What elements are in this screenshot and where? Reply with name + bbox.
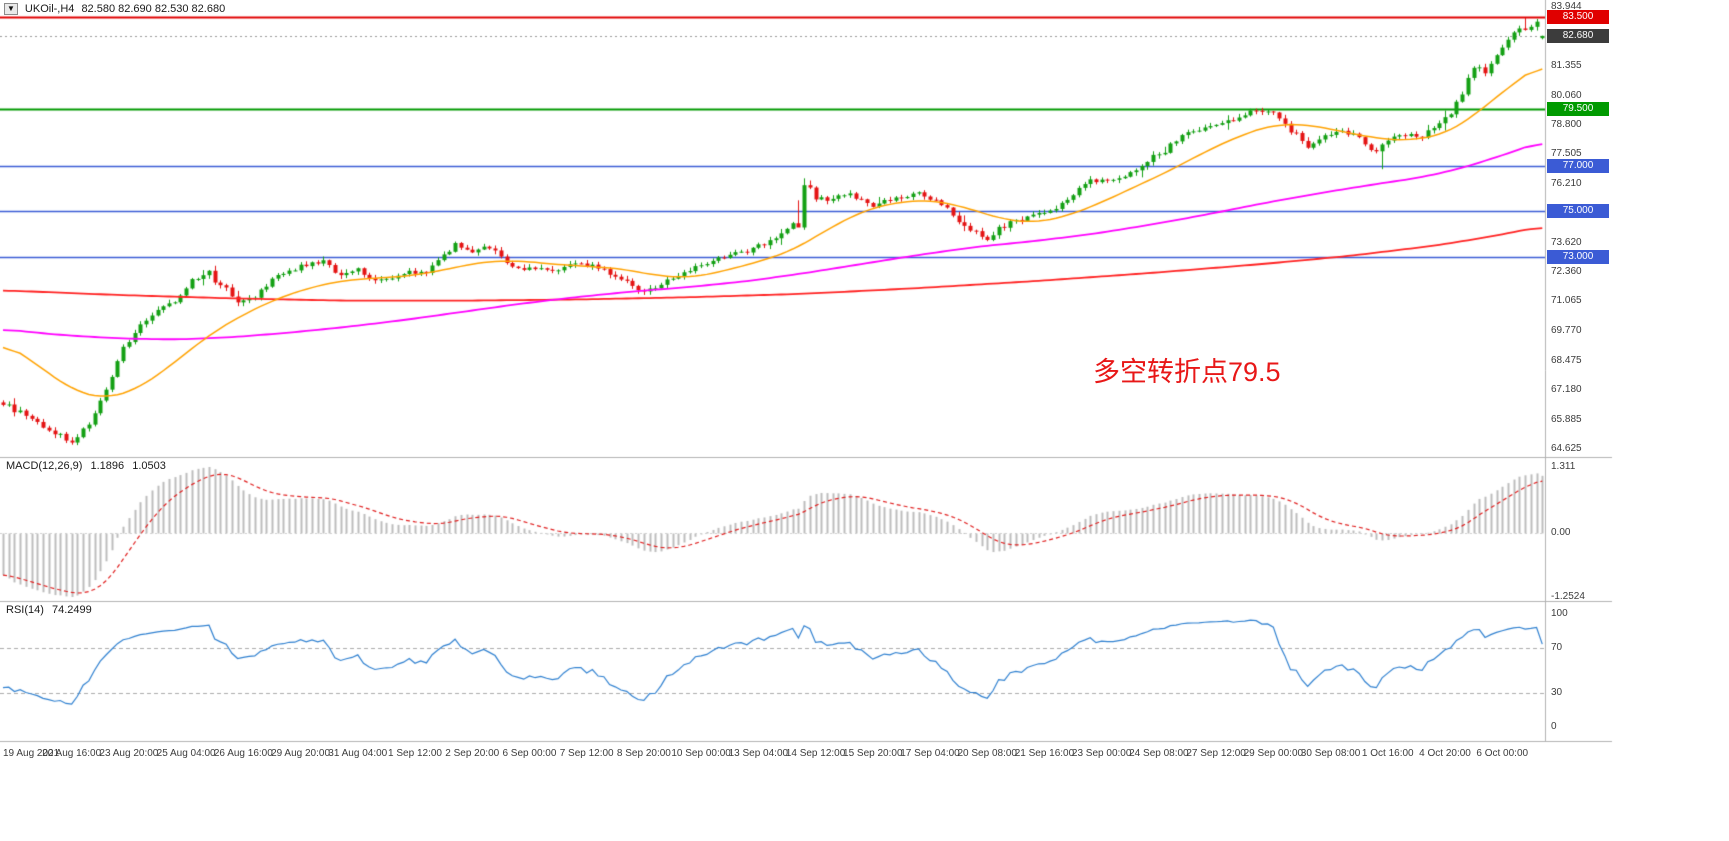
time-axis-label: 27 Sep 12:00 [1186, 748, 1246, 759]
price-line-badge[interactable]: 83.500 [1547, 10, 1609, 25]
time-axis-label: 23 Aug 20:00 [99, 748, 159, 759]
rsi-axis-label: 0 [1551, 721, 1557, 732]
macd-value-signal: 1.0503 [132, 460, 166, 472]
time-axis-label: 21 Sep 16:00 [1014, 748, 1075, 759]
price-line-badge[interactable]: 75.000 [1547, 204, 1609, 219]
time-axis-label: 29 Sep 00:00 [1243, 748, 1304, 759]
time-axis-label: 20 Sep 08:00 [957, 748, 1017, 759]
macd-header: MACD(12,26,9) 1.1896 1.0503 [6, 460, 171, 472]
price-line-badge[interactable]: 79.500 [1547, 101, 1609, 116]
rsi-axis-label: 30 [1551, 687, 1563, 699]
current-price-badge: 82.680 [1547, 28, 1609, 43]
chart-menu-icon[interactable]: ▼ [4, 2, 18, 15]
time-axis-label: 31 Aug 04:00 [328, 748, 388, 759]
time-axis-label: 29 Aug 20:00 [271, 748, 331, 759]
price-axis-label: 65.885 [1551, 413, 1582, 425]
price-chart-canvas[interactable] [0, 0, 1729, 775]
time-axis-label: 10 Sep 00:00 [671, 748, 731, 759]
chart-header: ▼ UKOil-,H4 82.580 82.690 82.530 82.680 [4, 2, 225, 15]
time-axis-label: 6 Sep 00:00 [502, 748, 557, 759]
rsi-value: 74.2499 [51, 604, 92, 616]
price-axis-label: 81.355 [1551, 60, 1582, 72]
ohlc-values: 82.580 82.690 82.530 82.680 [81, 2, 226, 15]
time-axis-label: 14 Sep 12:00 [785, 748, 846, 759]
price-line-badge[interactable]: 77.000 [1547, 158, 1609, 173]
price-axis-label: 83.944 [1551, 0, 1582, 12]
rsi-axis-label: 100 [1551, 608, 1568, 619]
time-axis-label: 19 Aug 2021 [3, 748, 60, 759]
price-axis-label: 69.770 [1551, 325, 1582, 337]
time-axis-label: 24 Sep 08:00 [1129, 748, 1189, 759]
symbol-timeframe-label: UKOil-,H4 [24, 2, 75, 15]
price-axis-label: 80.060 [1551, 89, 1582, 101]
time-axis-label: 13 Sep 04:00 [728, 748, 789, 759]
time-axis-label: 26 Aug 16:00 [213, 748, 273, 759]
time-axis-label: 4 Oct 20:00 [1419, 748, 1471, 759]
rsi-label: RSI(14) [6, 604, 44, 616]
time-axis-label: 17 Sep 04:00 [900, 748, 960, 759]
price-line-badge[interactable]: 73.000 [1547, 250, 1609, 265]
price-axis-label: 67.180 [1551, 384, 1582, 396]
time-axis-label: 15 Sep 20:00 [843, 748, 903, 759]
macd-axis-label: 0.00 [1551, 527, 1571, 539]
price-axis-label: 77.505 [1551, 148, 1582, 160]
time-axis-label: 23 Sep 00:00 [1071, 748, 1132, 759]
price-axis-label: 64.625 [1551, 442, 1582, 454]
time-axis-label: 2 Sep 20:00 [445, 748, 500, 759]
price-axis-label: 72.360 [1551, 265, 1582, 277]
price-axis-label: 71.065 [1551, 295, 1582, 307]
rsi-header: RSI(14) 74.2499 [6, 604, 97, 616]
time-axis-label: 25 Aug 04:00 [156, 748, 216, 759]
price-axis-label: 73.620 [1551, 237, 1582, 249]
time-axis-label: 20 Aug 16:00 [42, 748, 102, 759]
time-axis-label: 1 Oct 16:00 [1361, 748, 1414, 759]
time-axis-label: 1 Sep 12:00 [388, 748, 442, 759]
rsi-axis-label: 70 [1551, 641, 1563, 653]
macd-axis-label: -1.2524 [1551, 591, 1585, 602]
macd-label: MACD(12,26,9) [6, 460, 83, 472]
price-axis-label: 68.475 [1551, 354, 1582, 366]
price-axis-label: 76.210 [1551, 177, 1582, 189]
time-axis-label: 8 Sep 20:00 [616, 748, 671, 759]
macd-value-main: 1.1896 [90, 460, 125, 472]
time-axis-label: 6 Oct 00:00 [1476, 748, 1529, 759]
macd-axis-label: 1.311 [1551, 461, 1576, 472]
annotation-text: 多空转折点79.5 [1093, 357, 1281, 387]
time-axis-label: 30 Sep 08:00 [1300, 748, 1361, 759]
price-axis-label: 78.800 [1551, 118, 1582, 130]
time-axis-label: 7 Sep 12:00 [559, 748, 614, 759]
